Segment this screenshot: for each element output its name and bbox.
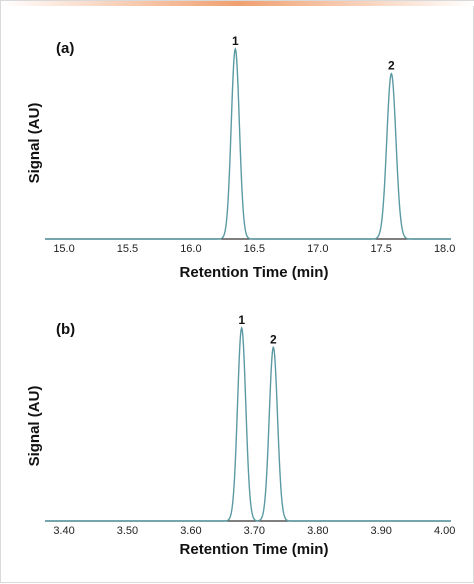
panel-b-tick-label: 3.80 <box>307 525 328 537</box>
panel-b-tick-label: 4.00 <box>434 525 455 537</box>
panel-b-trace <box>45 326 451 522</box>
panel-a-peak-label-1: 1 <box>232 34 239 48</box>
panel-b-tick-label: 3.90 <box>371 525 392 537</box>
panel-a-tick-label: 16.5 <box>244 243 265 255</box>
panel-b-tick-label: 3.70 <box>244 525 265 537</box>
panel-b-tick-label: 3.50 <box>117 525 138 537</box>
panel-a-tick-label: 17.0 <box>307 243 328 255</box>
panel-b-tick-label: 3.60 <box>180 525 201 537</box>
panel-a-xlabel: Retention Time (min) <box>180 264 329 281</box>
panel-b-tick-label: 3.40 <box>53 525 74 537</box>
panel-a: (a) Signal (AU) 15.0 15.5 16.0 16.5 17.0… <box>26 34 455 281</box>
panel-b-peak-label-2: 2 <box>270 332 277 346</box>
panel-a-tick-label: 16.0 <box>180 243 201 255</box>
panel-a-tick-label: 15.5 <box>117 243 138 255</box>
panel-a-ylabel: Signal (AU) <box>26 103 43 184</box>
panel-b-label: (b) <box>56 321 75 338</box>
panel-a-label: (a) <box>56 40 74 57</box>
top-accent-bar <box>1 1 474 6</box>
panel-b-xlabel: Retention Time (min) <box>180 541 329 558</box>
panel-a-trace <box>45 47 451 240</box>
panel-b-ylabel: Signal (AU) <box>26 386 43 467</box>
panel-a-peak-label-2: 2 <box>388 59 395 73</box>
panel-a-tick-label: 15.0 <box>53 243 74 255</box>
panel-a-tick-label: 18.0 <box>434 243 455 255</box>
panel-b-peak-label-1: 1 <box>238 313 245 327</box>
panel-a-tick-label: 17.5 <box>371 243 392 255</box>
panel-a-ticks: 15.0 15.5 16.0 16.5 17.0 17.5 18.0 <box>53 243 455 255</box>
panel-b-ticks: 3.40 3.50 3.60 3.70 3.80 3.90 4.00 <box>53 525 455 537</box>
panel-b: (b) Signal (AU) 3.40 3.50 3.60 3.70 3.80… <box>26 313 455 558</box>
